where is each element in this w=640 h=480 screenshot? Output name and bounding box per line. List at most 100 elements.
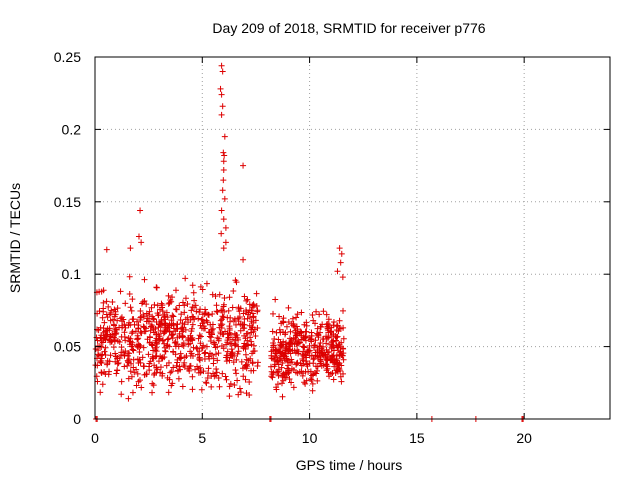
- data-point: [161, 340, 168, 347]
- data-point: [192, 366, 199, 373]
- data-point: [189, 337, 196, 344]
- data-point: [169, 331, 176, 338]
- data-point: [314, 377, 321, 384]
- data-point: [241, 321, 248, 328]
- data-point: [128, 360, 135, 367]
- data-point: [244, 363, 251, 370]
- data-point: [164, 314, 171, 321]
- data-point: [294, 326, 301, 333]
- data-point: [146, 367, 153, 374]
- data-point: [274, 381, 281, 388]
- data-point: [208, 352, 215, 359]
- data-point: [165, 335, 172, 342]
- data-point: [179, 333, 186, 340]
- data-point: [254, 359, 261, 366]
- data-point: [168, 382, 175, 389]
- data-point: [340, 307, 347, 314]
- data-point: [320, 308, 327, 315]
- data-point: [177, 317, 184, 324]
- data-point: [211, 373, 218, 380]
- data-point: [332, 333, 339, 340]
- data-point: [285, 369, 292, 376]
- data-point: [128, 373, 135, 380]
- data-point: [226, 357, 233, 364]
- data-point: [252, 317, 259, 324]
- data-point: [205, 329, 212, 336]
- data-point: [180, 326, 187, 333]
- data-point: [111, 313, 118, 320]
- data-point: [214, 334, 221, 341]
- data-point: [234, 377, 241, 384]
- data-point: [231, 352, 238, 359]
- data-point: [153, 284, 160, 291]
- y-tick-label: 0: [73, 411, 81, 427]
- grid-lines: [95, 57, 610, 419]
- data-point: [138, 330, 145, 337]
- data-point: [294, 340, 301, 347]
- data-point: [143, 301, 150, 308]
- data-point: [302, 337, 309, 344]
- data-point: [116, 355, 123, 362]
- data-point: [307, 368, 314, 375]
- chart-title: Day 209 of 2018, SRMTID for receiver p77…: [212, 20, 485, 36]
- data-point: [165, 389, 172, 396]
- data-point: [118, 391, 125, 398]
- data-point: [184, 314, 191, 321]
- data-point: [121, 363, 128, 370]
- data-point: [202, 379, 209, 386]
- data-point: [164, 342, 171, 349]
- data-point: [102, 344, 109, 351]
- data-point: [202, 306, 209, 313]
- data-point: [272, 350, 279, 357]
- data-point: [181, 359, 188, 366]
- data-point: [283, 323, 290, 330]
- data-point: [270, 310, 277, 317]
- data-point: [237, 389, 244, 396]
- data-point: [141, 324, 148, 331]
- x-tick-label: 0: [91, 430, 99, 446]
- data-point: [243, 330, 250, 337]
- data-point: [220, 158, 227, 165]
- data-point: [242, 351, 249, 358]
- data-point: [313, 308, 320, 315]
- data-point: [147, 358, 154, 365]
- data-point: [212, 351, 219, 358]
- data-point: [242, 335, 249, 342]
- data-point: [106, 327, 113, 334]
- data-point: [219, 103, 226, 110]
- data-point: [250, 319, 257, 326]
- data-point: [170, 364, 177, 371]
- data-point: [103, 311, 110, 318]
- data-point: [225, 307, 232, 314]
- data-point: [97, 389, 104, 396]
- data-point: [230, 317, 237, 324]
- data-point: [181, 321, 188, 328]
- data-point: [340, 356, 347, 363]
- data-point: [158, 354, 165, 361]
- data-point: [213, 308, 220, 315]
- data-point: [248, 367, 255, 374]
- y-tick-label: 0.15: [54, 194, 81, 210]
- data-point: [107, 332, 114, 339]
- data-point: [107, 352, 114, 359]
- data-point: [279, 373, 286, 380]
- data-point: [140, 323, 147, 330]
- data-point: [297, 360, 304, 367]
- data-point: [196, 309, 203, 316]
- data-point: [105, 303, 112, 310]
- data-point: [187, 340, 194, 347]
- data-point: [203, 380, 210, 387]
- data-point: [323, 311, 330, 318]
- data-point: [126, 338, 133, 345]
- data-point: [113, 370, 120, 377]
- data-point: [138, 384, 145, 391]
- data-point: [332, 337, 339, 344]
- data-point: [137, 359, 144, 366]
- data-point: [218, 62, 225, 69]
- data-point: [333, 334, 340, 341]
- data-point: [186, 367, 193, 374]
- data-point: [237, 321, 244, 328]
- x-tick-label: 15: [409, 430, 425, 446]
- data-point: [317, 329, 324, 336]
- data-point: [213, 302, 220, 309]
